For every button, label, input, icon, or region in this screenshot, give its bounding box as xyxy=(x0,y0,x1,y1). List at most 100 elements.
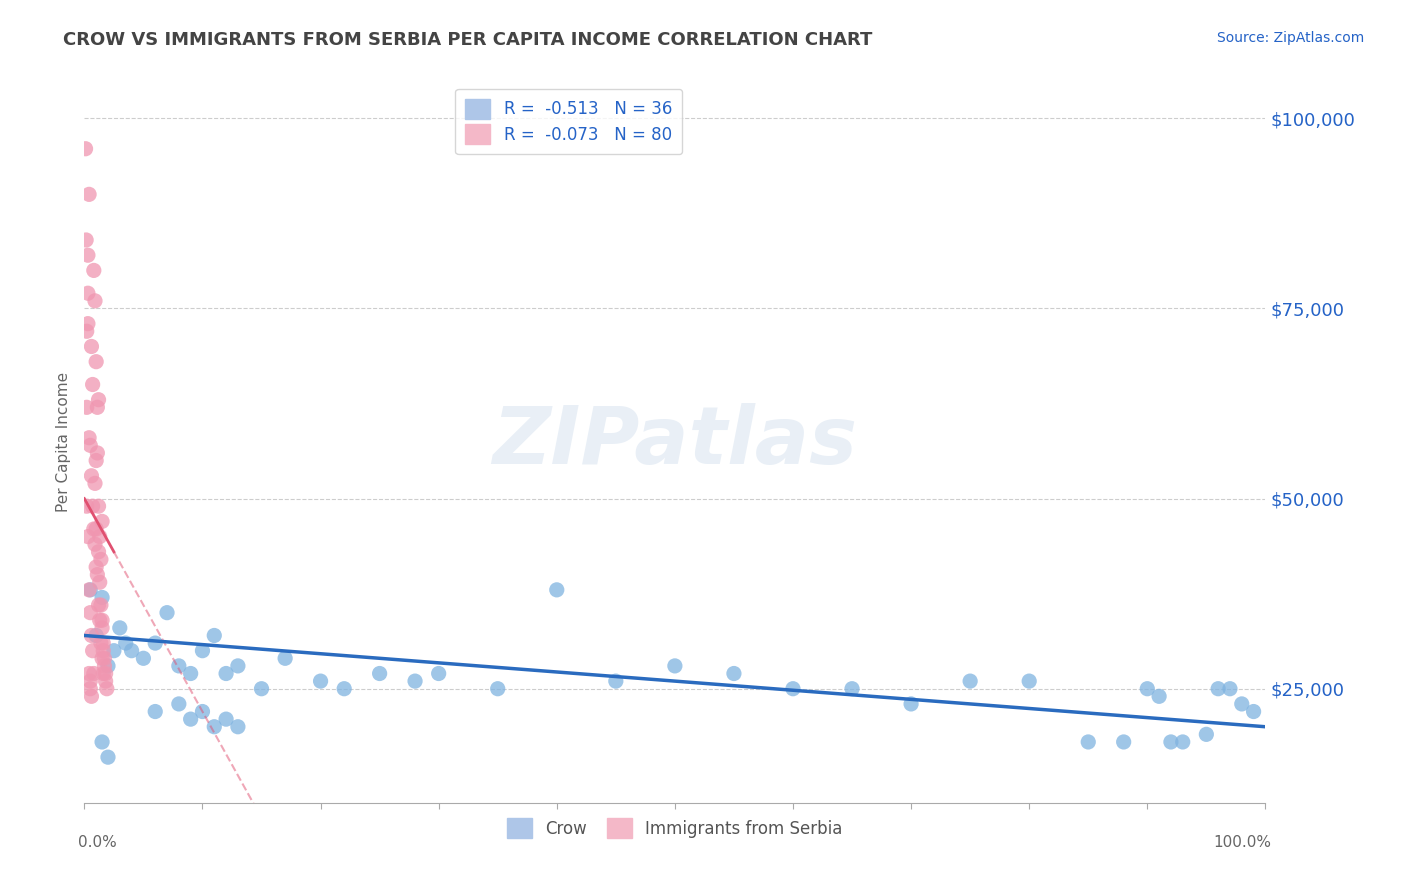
Point xyxy=(215,666,238,681)
Point xyxy=(83,263,105,277)
Point xyxy=(91,591,114,605)
Text: 0.0%: 0.0% xyxy=(79,835,117,850)
Point xyxy=(143,636,166,650)
Point xyxy=(605,674,627,689)
Point xyxy=(86,567,108,582)
Point xyxy=(75,233,97,247)
Point xyxy=(79,606,101,620)
Point xyxy=(80,628,103,642)
Point xyxy=(77,187,100,202)
Point xyxy=(132,651,155,665)
Point xyxy=(77,286,100,301)
Point xyxy=(664,659,686,673)
Point xyxy=(121,643,143,657)
Point xyxy=(1243,705,1265,719)
Point xyxy=(77,431,100,445)
Point xyxy=(1147,690,1170,704)
Point xyxy=(841,681,863,696)
Point xyxy=(91,636,114,650)
Point xyxy=(82,499,104,513)
Point xyxy=(77,248,100,262)
Point xyxy=(93,659,115,673)
Point xyxy=(80,339,103,353)
Point xyxy=(94,666,117,681)
Point xyxy=(90,636,112,650)
Point xyxy=(1077,735,1099,749)
Point xyxy=(1195,727,1218,741)
Point xyxy=(1160,735,1182,749)
Point xyxy=(309,674,332,689)
Point xyxy=(89,530,111,544)
Point xyxy=(180,666,202,681)
Point xyxy=(89,575,111,590)
Point xyxy=(77,317,100,331)
Point xyxy=(82,643,104,657)
Point xyxy=(215,712,238,726)
Point xyxy=(79,681,101,696)
Point xyxy=(87,545,110,559)
Point xyxy=(782,681,804,696)
Point xyxy=(91,515,114,529)
Point xyxy=(79,438,101,452)
Point xyxy=(368,666,391,681)
Text: Source: ZipAtlas.com: Source: ZipAtlas.com xyxy=(1216,31,1364,45)
Point xyxy=(959,674,981,689)
Point xyxy=(108,621,131,635)
Point xyxy=(91,666,114,681)
Point xyxy=(191,643,214,657)
Text: ZIPatlas: ZIPatlas xyxy=(492,402,858,481)
Point xyxy=(94,674,117,689)
Point xyxy=(79,582,101,597)
Point xyxy=(84,628,107,642)
Point xyxy=(1219,681,1241,696)
Point xyxy=(114,636,136,650)
Point xyxy=(486,681,509,696)
Point xyxy=(90,598,112,612)
Point xyxy=(96,681,118,696)
Point xyxy=(89,613,111,627)
Point xyxy=(76,499,98,513)
Text: CROW VS IMMIGRANTS FROM SERBIA PER CAPITA INCOME CORRELATION CHART: CROW VS IMMIGRANTS FROM SERBIA PER CAPIT… xyxy=(63,31,873,49)
Point xyxy=(97,750,120,764)
Point xyxy=(77,582,100,597)
Point xyxy=(77,530,100,544)
Point xyxy=(90,552,112,566)
Point xyxy=(76,401,98,415)
Y-axis label: Per Capita Income: Per Capita Income xyxy=(56,371,72,512)
Point xyxy=(84,453,107,467)
Point xyxy=(91,621,114,635)
Point xyxy=(75,142,97,156)
Point xyxy=(91,613,114,627)
Point xyxy=(91,735,114,749)
Point xyxy=(404,674,426,689)
Point xyxy=(226,720,249,734)
Point xyxy=(103,643,125,657)
Point xyxy=(84,476,107,491)
Point xyxy=(80,468,103,483)
Point xyxy=(87,392,110,407)
Point xyxy=(546,582,568,597)
Point xyxy=(76,324,98,338)
Point xyxy=(427,666,450,681)
Point xyxy=(82,377,104,392)
Point xyxy=(87,598,110,612)
Point xyxy=(167,697,190,711)
Point xyxy=(274,651,297,665)
Point xyxy=(250,681,273,696)
Point xyxy=(86,401,108,415)
Point xyxy=(1230,697,1253,711)
Point xyxy=(84,560,107,574)
Text: 100.0%: 100.0% xyxy=(1213,835,1271,850)
Point xyxy=(86,446,108,460)
Point xyxy=(202,720,225,734)
Point xyxy=(91,643,114,657)
Point xyxy=(1171,735,1194,749)
Point xyxy=(333,681,356,696)
Point xyxy=(84,293,107,308)
Point xyxy=(202,628,225,642)
Point xyxy=(191,705,214,719)
Point xyxy=(84,537,107,551)
Point xyxy=(723,666,745,681)
Point xyxy=(1018,674,1040,689)
Point xyxy=(77,666,100,681)
